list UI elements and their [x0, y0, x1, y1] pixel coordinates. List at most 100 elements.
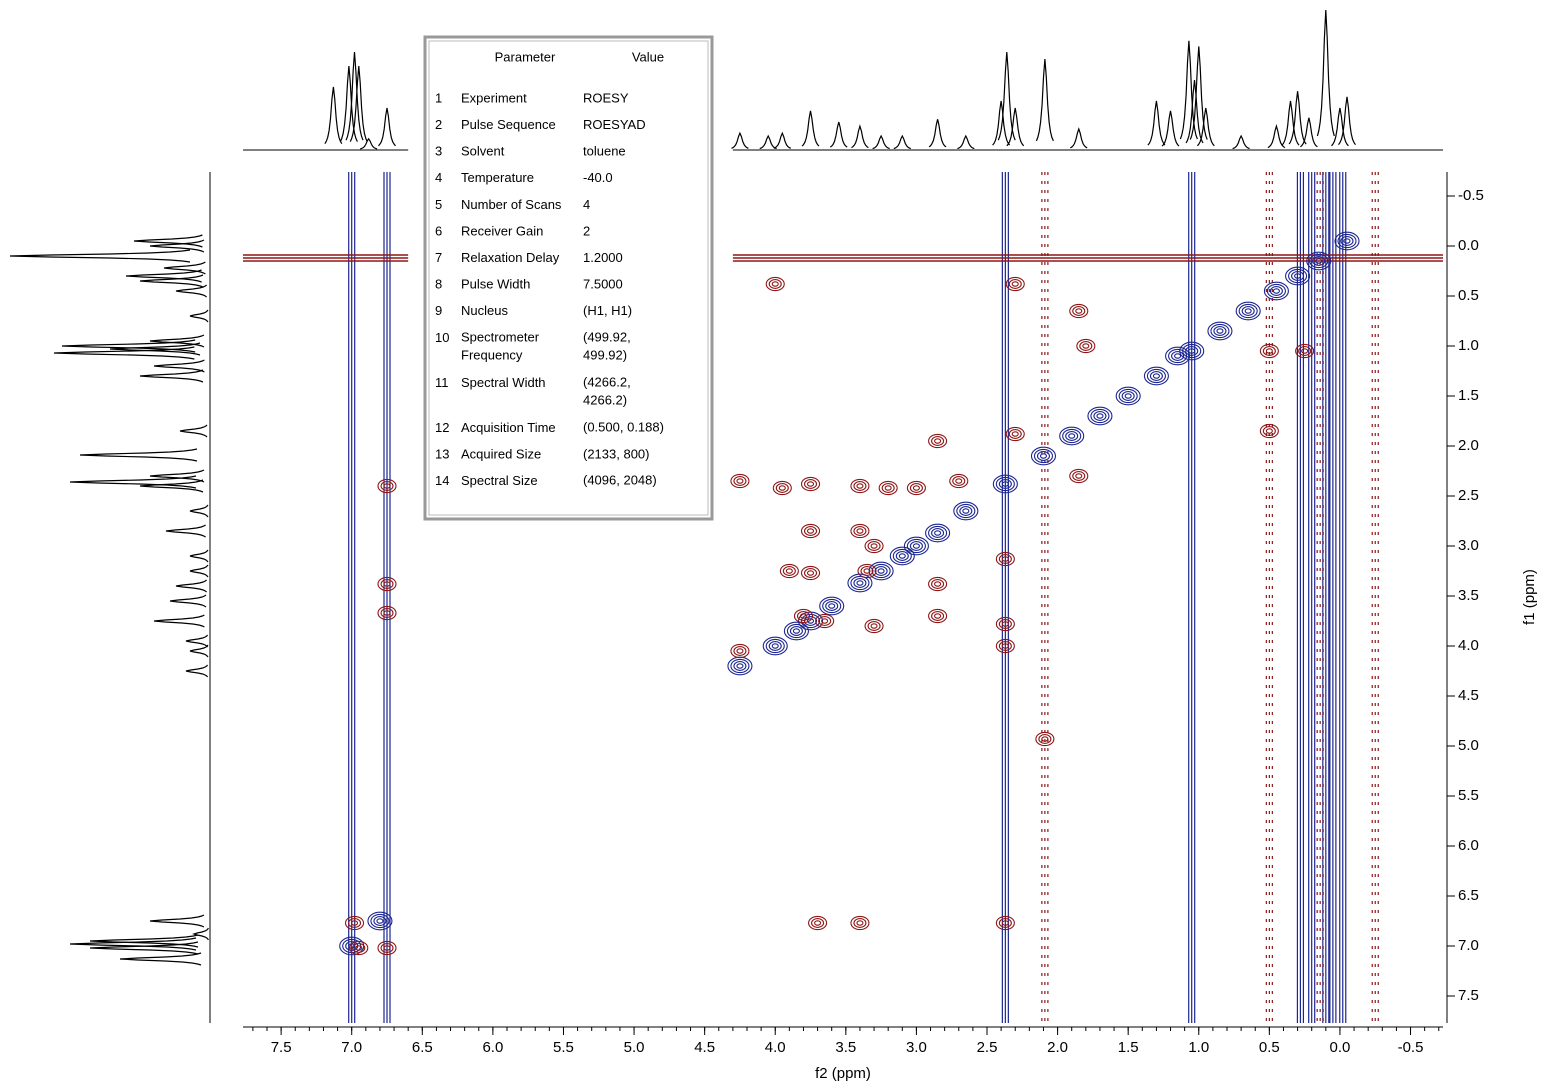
- contour: [856, 483, 864, 489]
- row-parameter: Solvent: [461, 144, 505, 159]
- contour: [1235, 301, 1261, 321]
- contour: [383, 483, 391, 489]
- contour: [1238, 303, 1258, 319]
- contour: [768, 279, 782, 289]
- top-projection-peak: [829, 121, 848, 148]
- contour: [1259, 343, 1279, 359]
- contour: [853, 526, 867, 536]
- top-projection-peak: [345, 51, 364, 141]
- left-projection-peak: [79, 448, 198, 462]
- contour: [383, 610, 391, 616]
- contour: [1272, 288, 1280, 294]
- row-parameter: Nucleus: [461, 303, 508, 318]
- row-parameter: Pulse Sequence: [461, 117, 556, 132]
- row-value: 4: [583, 197, 590, 212]
- contour: [1295, 343, 1315, 359]
- contour: [380, 943, 394, 953]
- contour: [1075, 308, 1083, 314]
- x-tick-label: 5.0: [624, 1039, 645, 1056]
- contour: [959, 506, 973, 516]
- contour: [377, 478, 397, 494]
- row-value: (2133, 800): [583, 446, 650, 461]
- contour: [806, 618, 815, 624]
- contour: [881, 483, 895, 493]
- contour: [1001, 920, 1009, 926]
- contour: [895, 551, 909, 561]
- contour: [1093, 411, 1107, 421]
- contour: [349, 940, 369, 956]
- x-tick-label: 4.0: [765, 1039, 786, 1056]
- contour: [1082, 343, 1090, 349]
- top-projection-peak: [1196, 107, 1215, 147]
- contour: [370, 913, 390, 929]
- contour: [1262, 426, 1276, 436]
- row-parameter: Acquisition Time: [461, 420, 556, 435]
- left-projection-peak: [153, 614, 205, 628]
- contour: [376, 918, 384, 924]
- contour: [1059, 426, 1085, 446]
- left-projection-peak: [189, 504, 209, 518]
- contour: [1179, 341, 1205, 361]
- x-tick-label: 2.5: [977, 1039, 998, 1056]
- contour: [355, 945, 363, 951]
- contour: [800, 613, 821, 629]
- row-parameter: Spectral Size: [461, 473, 538, 488]
- contour: [786, 623, 806, 639]
- contour: [860, 566, 874, 576]
- top-projection-peak: [378, 107, 396, 147]
- top-projection-peak: [893, 134, 912, 150]
- left-projection-peak: [133, 234, 203, 248]
- contour: [909, 483, 923, 493]
- left-projection-peak: [175, 579, 207, 593]
- row-parameter: Pulse Width: [461, 277, 530, 292]
- contour: [1343, 238, 1351, 244]
- top-projection-peak: [349, 65, 368, 142]
- left-projection-peak: [165, 524, 206, 538]
- contour: [380, 608, 394, 618]
- contour: [733, 476, 747, 486]
- contour: [871, 563, 891, 579]
- left-projection-peak: [149, 239, 205, 253]
- contour: [889, 546, 915, 566]
- left-projection-peak: [189, 549, 209, 563]
- contour: [1076, 338, 1096, 354]
- x-tick-label: 4.5: [694, 1039, 715, 1056]
- contour: [1210, 323, 1230, 339]
- x-tick-label: 6.5: [412, 1039, 433, 1056]
- contour: [867, 541, 881, 551]
- left-projection-peak: [189, 644, 209, 658]
- contour: [1259, 423, 1279, 439]
- contour: [850, 523, 870, 539]
- top-projection-peak: [759, 134, 777, 150]
- contour: [772, 480, 792, 496]
- contour: [853, 578, 867, 588]
- contour: [995, 638, 1015, 654]
- left-projection-peak: [163, 261, 206, 275]
- x-tick-label: 0.0: [1330, 1039, 1351, 1056]
- contour: [803, 568, 818, 578]
- top-projection-peak: [1267, 124, 1286, 149]
- y-tick-label: 6.0: [1458, 837, 1479, 854]
- contour: [811, 918, 825, 928]
- contour: [1069, 303, 1089, 319]
- x-tick-label: 6.0: [482, 1039, 503, 1056]
- row-parameter: Number of Scans: [461, 197, 562, 212]
- left-projection-peak: [189, 564, 209, 578]
- left-projection-peak: [89, 934, 199, 948]
- top-projection-peak: [1185, 79, 1204, 144]
- contour: [806, 570, 815, 576]
- top-projection-peak: [872, 134, 890, 150]
- contour: [806, 528, 815, 534]
- contour: [1075, 473, 1083, 479]
- contour: [808, 915, 828, 931]
- contour: [1001, 621, 1009, 627]
- contour: [1241, 306, 1255, 316]
- contour: [1262, 346, 1276, 356]
- y-tick-label: 3.5: [1458, 587, 1479, 604]
- contour: [998, 641, 1012, 651]
- contour: [928, 433, 948, 449]
- contour: [878, 480, 898, 496]
- x-tick-label: 5.5: [553, 1039, 574, 1056]
- left-projection-peak: [69, 937, 197, 951]
